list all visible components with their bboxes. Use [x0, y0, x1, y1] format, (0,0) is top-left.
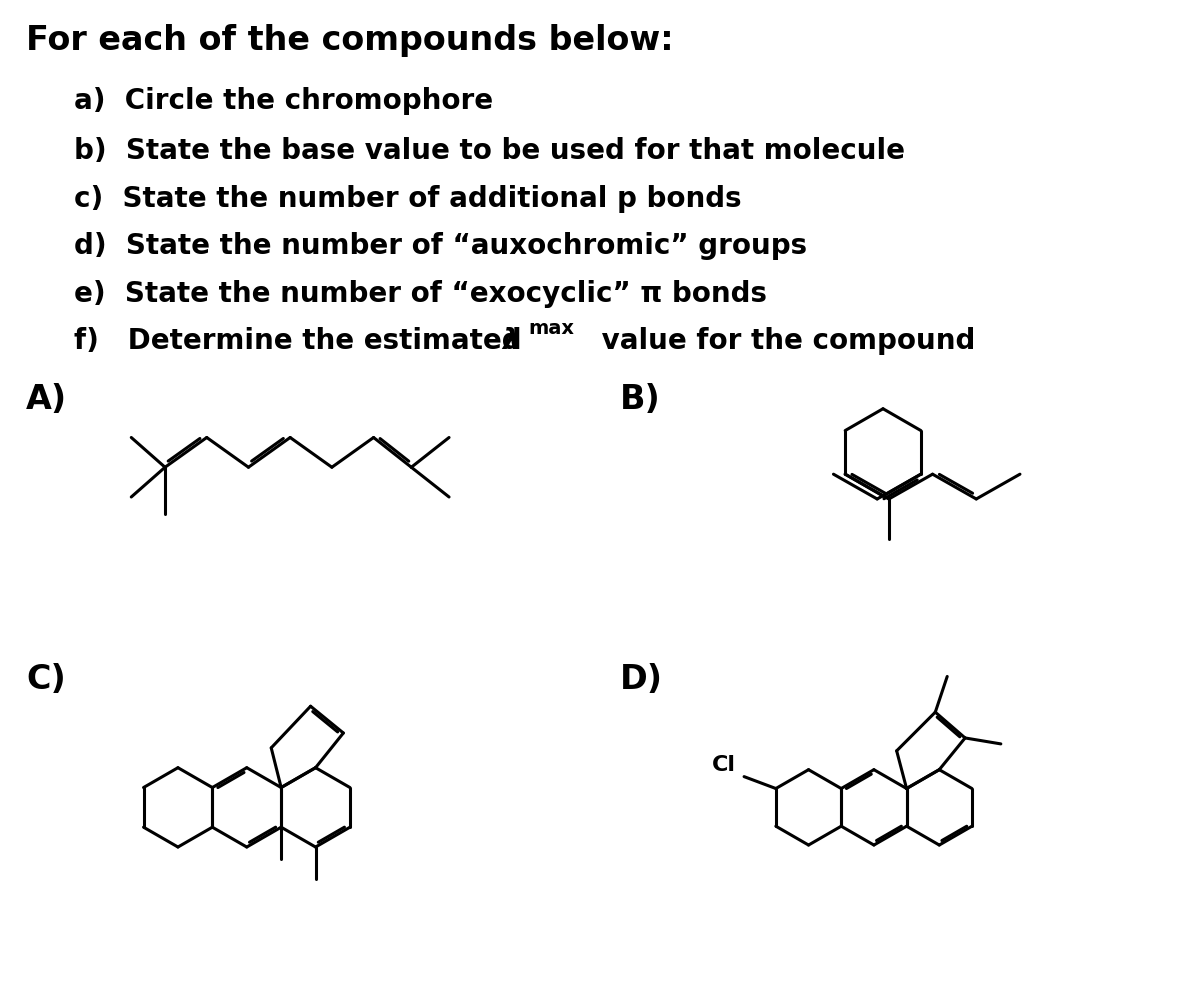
Text: C): C): [26, 663, 66, 695]
Text: B): B): [620, 383, 661, 416]
Text: b)  State the base value to be used for that molecule: b) State the base value to be used for t…: [73, 137, 905, 165]
Text: max: max: [528, 319, 575, 338]
Text: a)  Circle the chromophore: a) Circle the chromophore: [73, 87, 493, 115]
Text: f)   Determine the estimated: f) Determine the estimated: [73, 327, 530, 355]
Text: d)  State the number of “auxochromic” groups: d) State the number of “auxochromic” gro…: [73, 232, 806, 260]
Text: A): A): [26, 383, 67, 416]
Text: value for the compound: value for the compound: [592, 327, 976, 355]
Text: c)  State the number of additional p bonds: c) State the number of additional p bond…: [73, 185, 742, 212]
Text: e)  State the number of “exocyclic” π bonds: e) State the number of “exocyclic” π bon…: [73, 280, 767, 308]
Text: For each of the compounds below:: For each of the compounds below:: [26, 24, 673, 57]
Text: λ: λ: [503, 327, 520, 355]
Text: D): D): [620, 663, 662, 695]
Text: Cl: Cl: [712, 755, 736, 775]
